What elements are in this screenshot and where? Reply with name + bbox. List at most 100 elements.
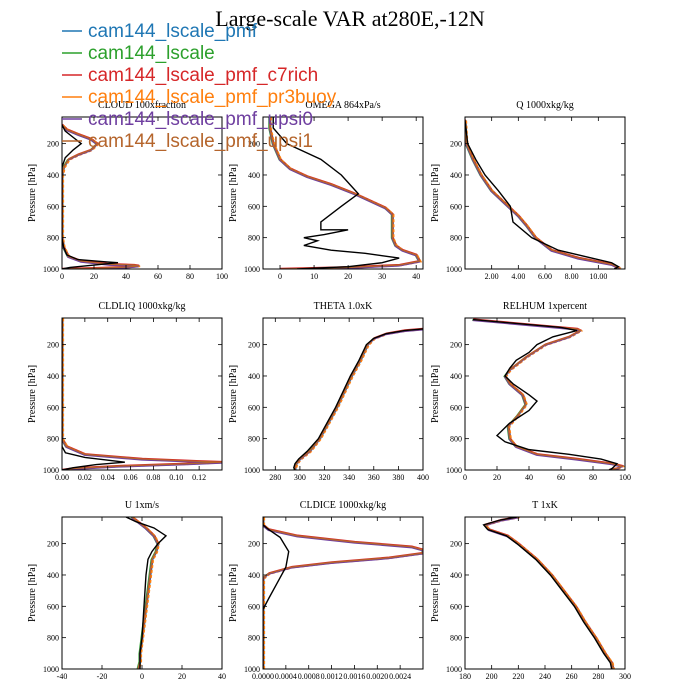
y-tick-label: 800 [47, 234, 59, 243]
y-tick-label: 200 [248, 140, 260, 149]
x-tick-label: 280 [269, 473, 281, 482]
y-tick-label: 200 [450, 140, 462, 149]
x-tick-label: 0.0012 [321, 672, 343, 681]
y-tick-label: 200 [450, 341, 462, 350]
x-tick-label: 20 [90, 272, 98, 281]
series-line-cam144_lscale_pmf_pr3buoy [465, 120, 622, 269]
x-tick-label: 0.10 [169, 473, 183, 482]
series-line-cam144_lscale_pmf_upsi1 [62, 318, 222, 470]
x-tick-label: 0 [278, 272, 282, 281]
x-tick-label: 60 [557, 473, 565, 482]
y-tick-label: 800 [450, 634, 462, 643]
x-tick-label: 40 [525, 473, 533, 482]
panel-8: T 1xK 180 200 220 240 260 280 300 200 400 600 800 10… [430, 500, 631, 681]
y-tick-label: 600 [248, 202, 260, 211]
series-line-cam144_lscale_pmf_upsi0 [483, 517, 614, 669]
y-tick-label: 400 [47, 372, 59, 381]
x-tick-label: 100 [216, 272, 228, 281]
panel-title: THETA 1.0xK [314, 301, 373, 312]
y-tick-label: 200 [47, 540, 59, 549]
series-line-cam144_lscale [482, 517, 613, 669]
y-tick-label: 200 [248, 540, 260, 549]
series-line-obs [272, 117, 400, 269]
y-tick-label: 200 [47, 341, 59, 350]
x-tick-label: 0.0024 [389, 672, 411, 681]
x-tick-label: 60 [154, 272, 162, 281]
series-line-obs [465, 120, 620, 269]
y-tick-label: 1000 [43, 665, 59, 674]
legend-label: cam144_lscale_pmf_pr3buoy [88, 87, 337, 108]
legend-label: cam144_lscale_pmf_upsi1 [88, 131, 313, 152]
y-tick-label: 400 [47, 171, 59, 180]
x-tick-label: 0.06 [124, 473, 138, 482]
x-tick-label: 0.0000 [252, 672, 274, 681]
series-line-cam144_lscale_pmf_upsi0 [294, 329, 423, 470]
x-tick-label: 0 [463, 473, 467, 482]
y-tick-label: 800 [450, 435, 462, 444]
x-tick-label: 220 [512, 672, 524, 681]
series-line-obs [62, 318, 125, 470]
x-tick-label: 240 [539, 672, 551, 681]
y-tick-label: 1000 [446, 265, 462, 274]
x-tick-label: 4.00 [511, 272, 525, 281]
x-tick-label: 40 [412, 272, 420, 281]
y-tick-label: 1000 [244, 466, 260, 475]
x-tick-label: 380 [392, 473, 404, 482]
y-tick-label: 800 [47, 435, 59, 444]
panel-title: RELHUM 1xpercent [503, 301, 587, 312]
x-tick-label: 0.00 [55, 473, 69, 482]
y-tick-label: 800 [248, 435, 260, 444]
series-line-cam144_lscale_pmf_c7rich [473, 318, 625, 470]
y-tick-label: 600 [450, 403, 462, 412]
series-line-obs [293, 328, 423, 470]
panel-frame [262, 116, 424, 270]
panel-0: CLOUD 100xfraction 0 20 40 60 80 100 200 400 600 8… [27, 100, 228, 281]
legend: cam144_lscale_pmfcam144_lscalecam144_lsc… [62, 21, 337, 152]
series-line-cam144_lscale_pmf [473, 318, 625, 470]
legend-item-3: cam144_lscale_pmf_pr3buoy [62, 87, 337, 108]
y-tick-label: 600 [47, 602, 59, 611]
series-line-cam144_lscale_pmf_pr3buoy [270, 117, 423, 269]
x-tick-label: 20 [344, 272, 352, 281]
x-tick-label: 400 [417, 473, 429, 482]
x-tick-label: 0.12 [192, 473, 206, 482]
y-tick-label: 800 [47, 634, 59, 643]
panel-title: OMEGA 864xPa/s [305, 100, 380, 111]
series-line-cam144_lscale_pmf_c7rich [263, 517, 423, 669]
series-line-cam144_lscale [472, 319, 623, 470]
y-tick-label: 400 [450, 171, 462, 180]
series-line-cam144_lscale_pmf_upsi1 [62, 124, 139, 269]
y-axis-label: Pressure [hPa] [27, 564, 38, 622]
y-tick-label: 600 [248, 403, 260, 412]
panel-7: CLDICE 1000xkg/kg0.0000 0.0004 0.0008 0.001… [228, 500, 424, 681]
x-tick-label: 0.0020 [366, 672, 388, 681]
legend-item-4: cam144_lscale_pmf_upsi0 [62, 109, 313, 130]
x-tick-label: 280 [592, 672, 604, 681]
y-axis-label: Pressure [hPa] [27, 164, 38, 222]
series-line-cam144_lscale_pmf_upsi1 [483, 517, 614, 669]
y-tick-label: 400 [248, 171, 260, 180]
series-line-cam144_lscale_pmf_pr3buoy [62, 318, 222, 470]
x-tick-label: 180 [459, 672, 471, 681]
series-line-obs [263, 517, 290, 669]
y-tick-label: 600 [47, 403, 59, 412]
panel-title: CLDLIQ 1000xkg/kg [99, 301, 186, 312]
y-tick-label: 200 [248, 341, 260, 350]
series-line-cam144_lscale [130, 517, 158, 669]
series-line-obs [125, 517, 168, 669]
x-tick-label: 0.0004 [275, 672, 297, 681]
y-tick-label: 1000 [244, 665, 260, 674]
panel-frame [464, 317, 626, 471]
series-line-cam144_lscale_pmf_upsi0 [465, 120, 620, 269]
x-tick-label: 40 [122, 272, 130, 281]
x-tick-label: 100 [619, 473, 631, 482]
x-tick-label: 30 [378, 272, 386, 281]
series-line-cam144_lscale_pmf [62, 318, 222, 470]
x-tick-label: 260 [566, 672, 578, 681]
series-line-cam144_lscale_pmf_upsi0 [62, 318, 222, 470]
series-line-cam144_lscale_pmf_upsi1 [472, 318, 624, 470]
x-tick-label: 300 [619, 672, 631, 681]
series-line-obs [482, 517, 613, 669]
y-tick-label: 200 [47, 140, 59, 149]
